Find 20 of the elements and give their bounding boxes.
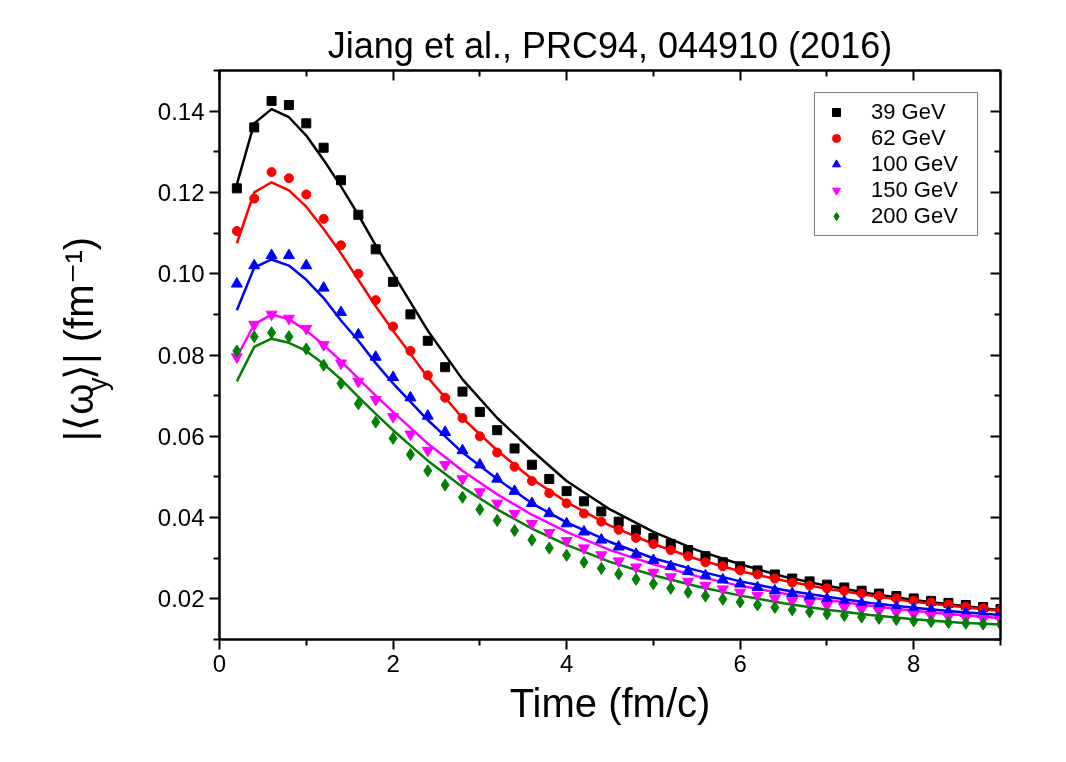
legend-label: 39 GeV <box>871 99 947 125</box>
y-tick-label: 0.02 <box>157 585 205 613</box>
y-tick-label: 0.12 <box>157 178 205 206</box>
y-tick-label: 0.14 <box>157 97 205 125</box>
legend-label: 62 GeV <box>871 125 947 151</box>
x-tick-label: 8 <box>907 649 921 677</box>
x-tick-label: 2 <box>386 649 400 677</box>
x-tick-label: 6 <box>733 649 747 677</box>
y-tick-label: 0.04 <box>157 504 205 532</box>
legend-label: 150 GeV <box>871 177 959 203</box>
legend-label: 200 GeV <box>871 203 959 229</box>
y-tick-label: 0.10 <box>157 260 205 288</box>
legend-label: 100 GeV <box>871 151 959 177</box>
y-axis-title: |⟨ωy⟩| (fm⁻¹) <box>56 236 113 442</box>
y-tick-label: 0.06 <box>157 422 205 450</box>
chart-title: Jiang et al., PRC94, 044910 (2016) <box>327 24 893 66</box>
x-tick-label: 0 <box>212 649 227 677</box>
x-tick-label: 4 <box>559 649 574 677</box>
y-tick-label: 0.08 <box>157 341 205 369</box>
x-axis-title: Time (fm/c) <box>509 680 711 725</box>
